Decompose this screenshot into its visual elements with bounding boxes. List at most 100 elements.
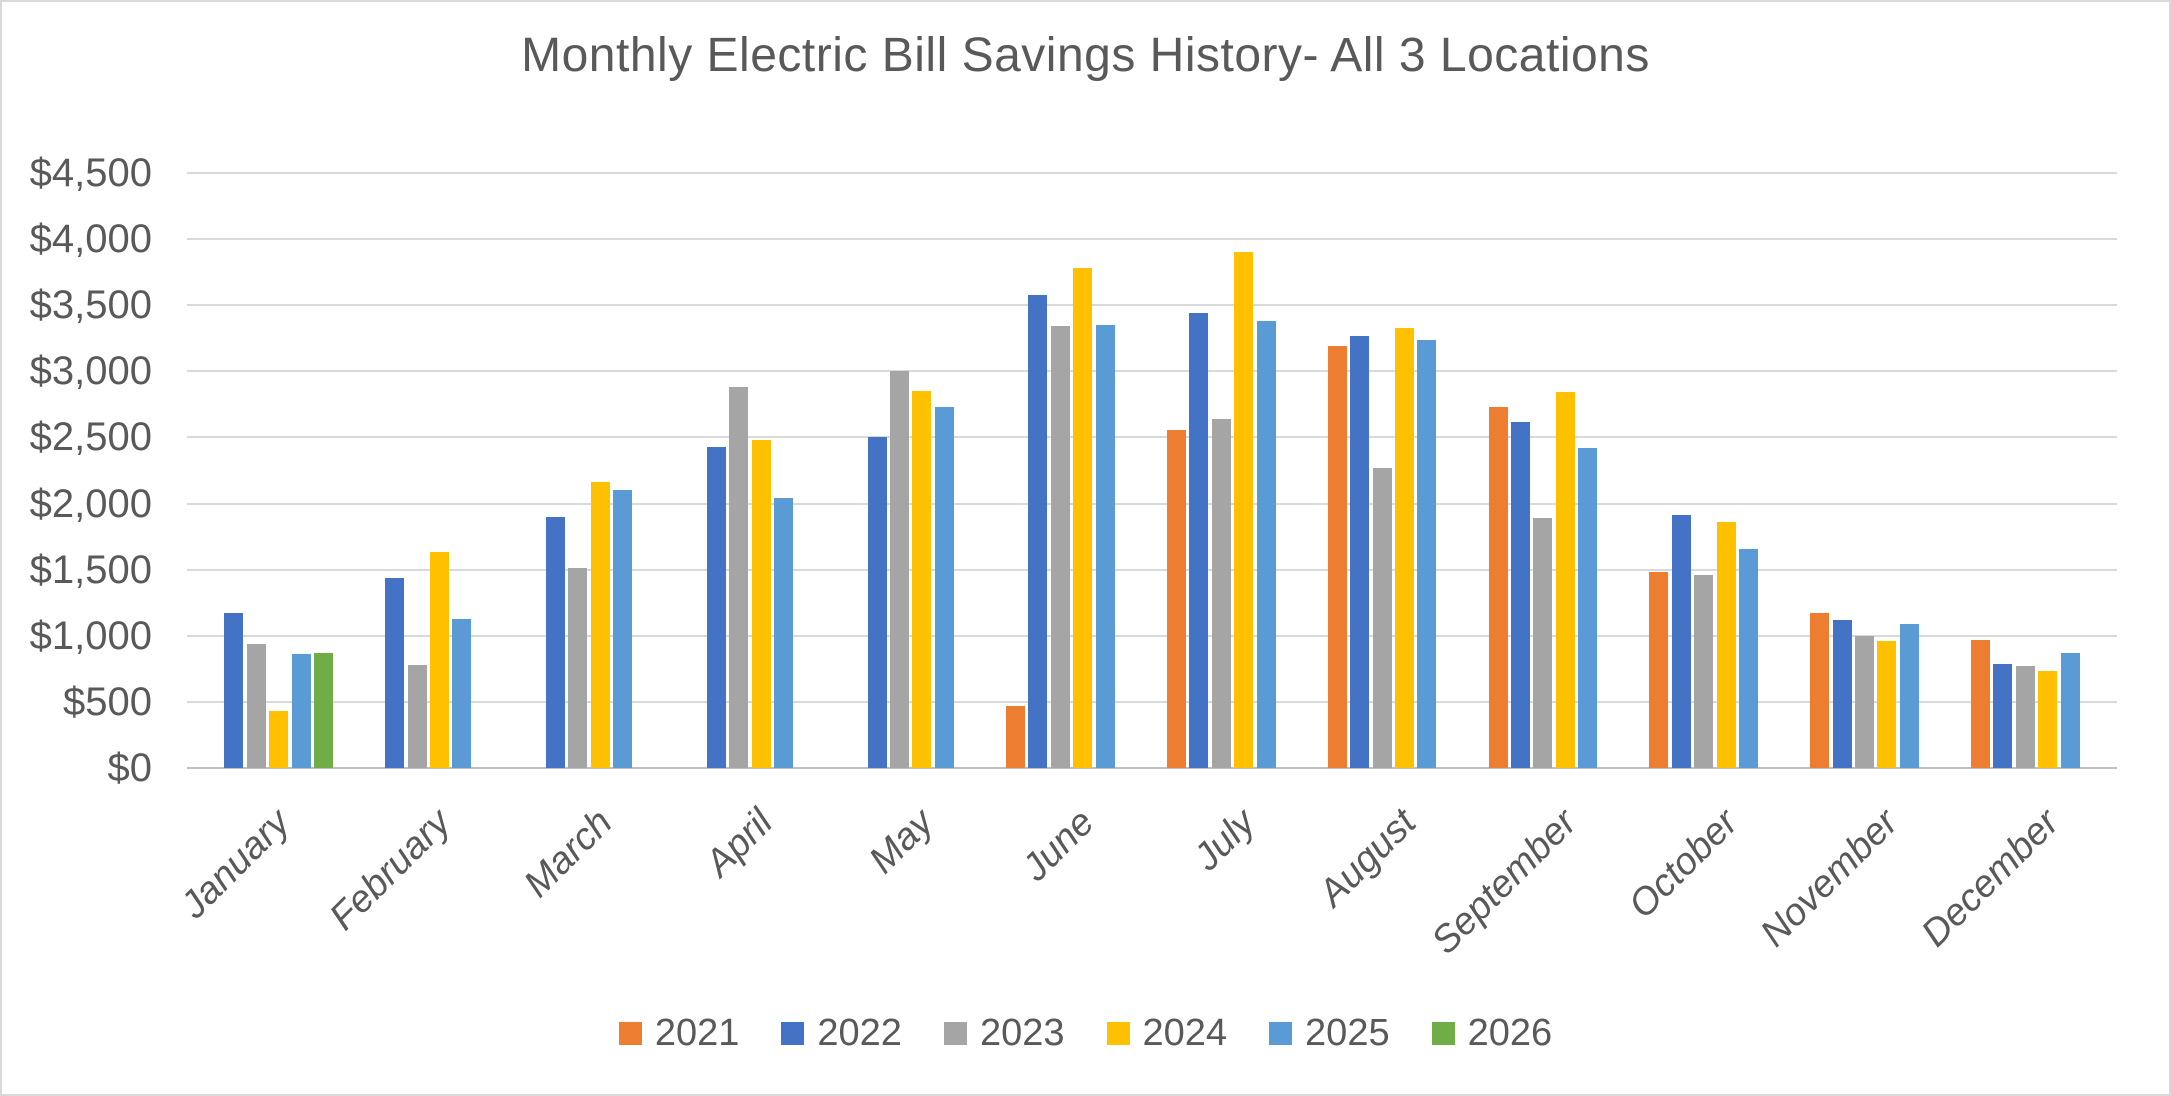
bar <box>751 440 771 768</box>
bar <box>1716 522 1736 768</box>
bar <box>912 391 932 768</box>
bar <box>1694 574 1714 768</box>
y-axis-tick-label: $500 <box>63 679 152 724</box>
legend-item: 2023 <box>943 1011 1065 1055</box>
x-axis-label: May <box>861 801 942 882</box>
bar <box>1810 613 1830 768</box>
x-axis-label: July <box>1185 801 1264 879</box>
bar <box>1256 321 1276 768</box>
gridline <box>187 238 2117 241</box>
bar <box>1417 339 1437 768</box>
bar <box>224 613 244 768</box>
bar <box>1555 392 1575 768</box>
bar <box>291 654 311 768</box>
gridline <box>187 370 2117 373</box>
bar <box>1095 325 1115 768</box>
legend-label: 2024 <box>1142 1011 1228 1054</box>
x-axis-label: November <box>1753 801 1907 955</box>
bar <box>1350 335 1370 768</box>
bar <box>452 618 472 768</box>
legend-label: 2021 <box>654 1011 740 1054</box>
chart-title: Monthly Electric Bill Savings History- A… <box>521 29 1650 82</box>
bar <box>1533 518 1553 768</box>
bar <box>269 711 289 768</box>
x-axis-label: June <box>1014 801 1103 890</box>
x-axis-label: January <box>173 801 299 927</box>
y-axis-tick-label: $2,500 <box>29 415 152 460</box>
bar <box>590 482 610 768</box>
bar <box>545 516 565 768</box>
bar <box>1877 641 1897 768</box>
x-axis-line <box>187 767 2117 769</box>
y-axis-tick-label: $3,500 <box>29 283 152 328</box>
bar <box>1488 407 1508 768</box>
gridline <box>187 568 2117 571</box>
bar <box>1028 294 1048 768</box>
bar <box>1671 515 1691 768</box>
bar <box>706 446 726 768</box>
bar <box>1327 346 1347 768</box>
legend-label: 2023 <box>979 1011 1065 1054</box>
bar <box>613 490 633 768</box>
legend-label: 2026 <box>1467 1011 1553 1054</box>
bar <box>1739 548 1759 768</box>
gridline <box>187 172 2117 174</box>
y-axis-tick-label: $3,000 <box>29 349 152 394</box>
legend-swatch <box>1269 1021 1293 1045</box>
legend-label: 2022 <box>817 1011 902 1054</box>
legend-item: 2024 <box>1106 1011 1228 1055</box>
bar <box>1211 418 1231 768</box>
y-axis-tick-label: $0 <box>107 746 153 790</box>
bar <box>867 437 887 768</box>
x-axis-label: April <box>697 801 781 885</box>
legend-item: 2026 <box>1431 1011 1553 1055</box>
gridline <box>187 502 2117 505</box>
bar <box>934 407 954 768</box>
x-axis-label: October <box>1620 801 1746 927</box>
bar <box>1899 623 1919 768</box>
legend-swatch <box>943 1021 967 1045</box>
y-axis-tick-label: $1,000 <box>29 613 152 658</box>
bar <box>1832 619 1852 768</box>
bar <box>1372 467 1392 768</box>
bar <box>1649 572 1669 768</box>
legend-swatch <box>618 1021 642 1045</box>
bar <box>1234 252 1254 768</box>
legend-label: 2025 <box>1305 1011 1390 1054</box>
bar <box>890 371 910 768</box>
bar <box>2015 666 2035 768</box>
gridline <box>187 436 2117 439</box>
gridline <box>187 700 2117 703</box>
bar <box>385 577 405 768</box>
legend-swatch <box>1106 1021 1130 1045</box>
gridline <box>187 634 2117 637</box>
bar <box>246 643 266 768</box>
bar <box>568 568 588 768</box>
y-axis-tick-label: $2,000 <box>29 481 152 526</box>
y-axis-tick-label: $4,000 <box>29 217 152 262</box>
gridline <box>187 304 2117 307</box>
x-axis-label: September <box>1423 801 1586 963</box>
legend-item: 2022 <box>781 1012 902 1055</box>
bar <box>1855 635 1875 768</box>
bar <box>774 498 794 768</box>
bar <box>313 652 333 768</box>
bar <box>1073 268 1093 768</box>
bar <box>1578 448 1598 768</box>
bar <box>2038 671 2058 768</box>
x-axis-label: February <box>322 801 460 939</box>
legend-item: 2021 <box>618 1011 740 1055</box>
legend: 2021 2022 2023 2024 2025 2026 <box>2 1008 2169 1058</box>
bar <box>1971 639 1991 768</box>
bar <box>2060 652 2080 768</box>
bar <box>429 552 449 768</box>
bar <box>1993 663 2013 768</box>
bar <box>1166 429 1186 768</box>
y-axis-tick-label: $1,500 <box>29 547 152 592</box>
legend-swatch <box>781 1021 805 1045</box>
bar <box>1510 421 1530 768</box>
x-axis-label: December <box>1913 801 2068 955</box>
bar <box>729 387 749 768</box>
legend-swatch <box>1431 1021 1455 1045</box>
